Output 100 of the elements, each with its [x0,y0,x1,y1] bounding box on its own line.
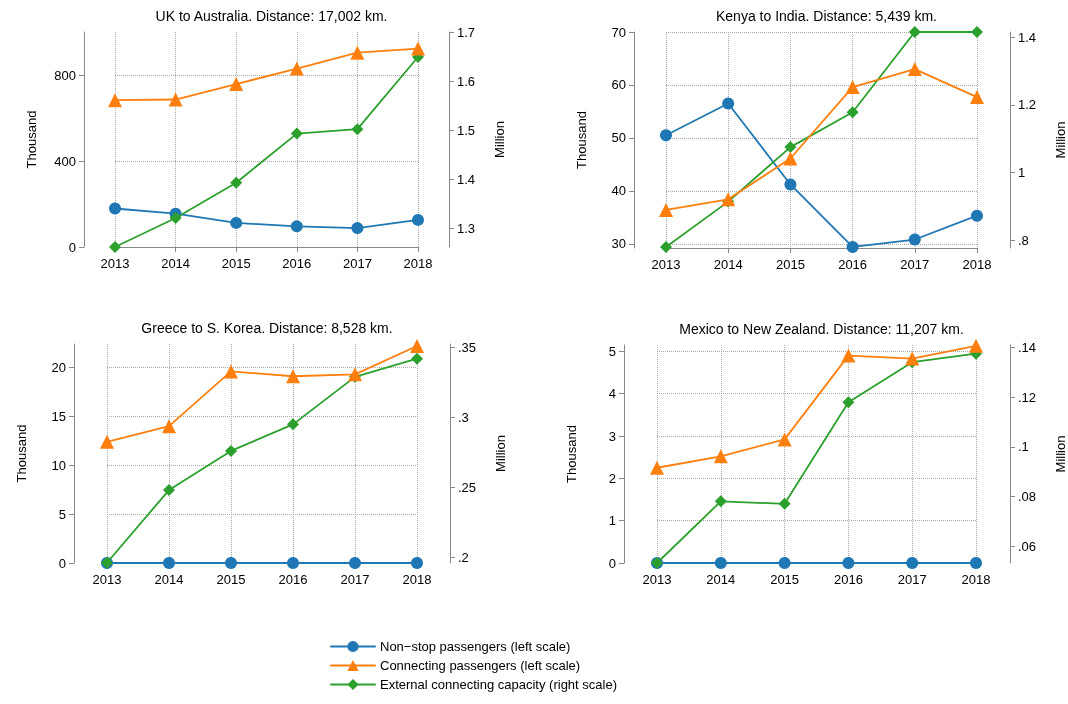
x-tick-label: 2018 [402,572,432,587]
y-tick-label: 5 [58,506,66,522]
point [410,338,424,353]
x-tick-label: 2013 [100,256,130,271]
point [846,240,859,253]
legend-label: Non−stop passengers (left scale) [380,639,571,654]
point [229,77,244,92]
point [714,557,727,569]
point [784,178,797,191]
point [783,151,798,166]
y-tick-label: 15 [51,408,66,424]
x-tick-label: 2015 [221,256,251,271]
point [100,434,114,449]
y2-tick-label: .3 [458,409,469,425]
x-tick-label: 2018 [403,256,433,271]
y-tick-label: 0 [58,555,66,571]
point [905,351,920,366]
point [778,497,791,510]
x-tick-label: 2017 [897,572,927,587]
y2-tick-label: .06 [1018,538,1037,554]
point [224,364,238,379]
point [650,460,664,475]
x-tick-label: 2015 [770,572,800,587]
point [351,222,364,235]
point [286,369,300,384]
y-tick-label: 70 [611,24,626,40]
x-tick-label: 2016 [278,572,308,587]
x-tick-label: 2013 [92,572,122,587]
y2-tick-label: 1.4 [1018,29,1037,45]
point [109,241,121,253]
point [908,26,921,38]
y-tick-label: 400 [54,153,76,169]
y2-tick-label: .1 [1018,439,1029,455]
y2-tick-label: 1.2 [1018,97,1037,113]
y-tick-label: 3 [608,428,616,444]
y2-tick-label: .25 [458,479,477,495]
point [659,202,673,217]
y2-tick-label: .8 [1018,232,1029,248]
y-tick-label: 5 [608,343,616,359]
point [290,127,303,140]
point [287,418,299,431]
point [713,449,728,464]
point [722,97,735,110]
point [230,176,243,189]
x-tick-label: 2013 [642,572,672,587]
point [777,432,792,447]
point [290,220,303,233]
y2-tick-label: .12 [1018,389,1037,405]
point [411,557,423,569]
chart-title: Mexico to New Zealand. Distance: 11,207 km. [679,321,964,337]
y-tick-label: 50 [611,130,626,146]
x-tick-label: 2017 [340,572,370,587]
y-axis-title: Thousand [574,111,589,169]
y2-tick-label: 1.6 [457,73,476,89]
x-tick-label: 2016 [282,256,312,271]
point [842,396,855,409]
y-tick-label: 30 [611,236,626,252]
point [907,62,922,77]
y2-tick-label: 1.7 [457,24,476,40]
y2-tick-label: .14 [1018,339,1037,355]
point [969,338,983,353]
x-tick-label: 2016 [833,572,863,587]
chart-title: Kenya to India. Distance: 5,439 km. [715,8,938,24]
y-tick-label: 1 [608,513,616,529]
point [225,444,237,457]
y-tick-label: 60 [611,77,626,93]
y2-tick-label: .08 [1018,489,1037,505]
point [845,80,860,95]
point [411,352,423,365]
legend-label: Connecting passengers (left scale) [380,658,581,673]
point [971,209,983,222]
point [660,240,672,253]
y2-tick-label: 1 [1018,165,1026,180]
x-tick-label: 2014 [154,572,184,587]
y2-tick-label: 1.3 [457,220,476,236]
point [970,557,982,569]
point [169,212,182,225]
point [842,557,855,569]
y-tick-label: 800 [54,67,76,83]
x-tick-label: 2015 [775,257,805,272]
legend-label: External connecting capacity (right scale) [380,677,618,692]
y2-tick-label: 1.4 [457,171,476,187]
x-tick-label: 2013 [651,257,681,272]
y-axis-title: Thousand [14,424,29,483]
point [906,557,919,569]
x-tick-label: 2014 [161,256,191,271]
y-tick-label: 4 [608,386,616,402]
y2-axis-title: Million [1053,121,1068,159]
y-axis-title: Thousand [564,425,579,483]
point [351,123,364,136]
x-tick-label: 2014 [706,572,736,587]
x-tick-label: 2015 [216,572,246,587]
y2-axis-title: Million [1053,435,1068,473]
point [841,348,856,363]
point [287,557,299,569]
y-tick-label: 0 [68,239,76,255]
y-axis-title: Thousand [24,110,39,169]
x-tick-label: 2017 [900,257,930,272]
y2-axis-title: Million [492,121,507,158]
point [163,484,175,497]
